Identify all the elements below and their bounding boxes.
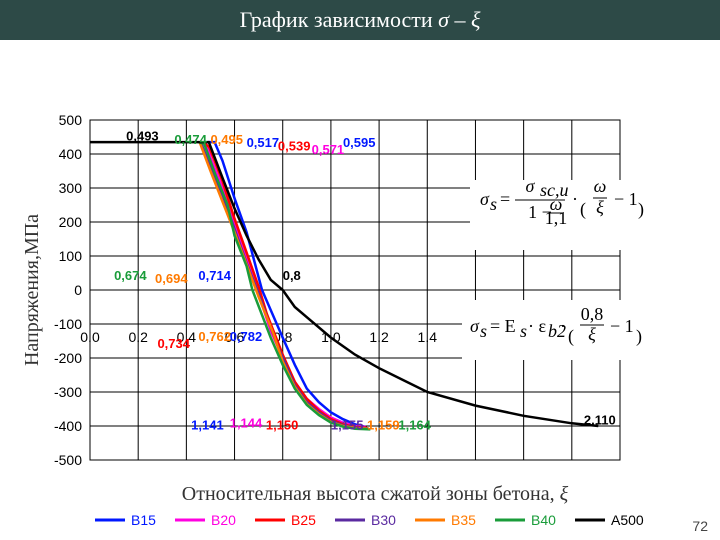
svg-text:1,144: 1,144 [230,416,263,431]
svg-text:0,493: 0,493 [126,128,159,143]
title-prefix: График зависимости [240,7,439,32]
page-number: 72 [692,518,708,534]
title-bar: График зависимости σ – ξ [0,0,720,40]
svg-text:): ) [636,326,642,347]
svg-text:s: s [520,321,527,341]
svg-text:A500: A500 [611,512,644,528]
svg-text:B40: B40 [531,512,556,528]
svg-text:σ: σ [480,189,490,209]
svg-text:1,150: 1,150 [266,417,299,432]
svg-text:(: ( [580,199,586,220]
chart: 0.00.20.40.60.81.01.21.41.61.82.02.2-500… [0,40,720,530]
svg-text:·: · [572,189,578,209]
svg-text:− 1: − 1 [614,189,638,209]
svg-text:): ) [638,199,644,220]
svg-text:100: 100 [59,248,83,264]
svg-text:0,782: 0,782 [230,329,263,344]
svg-text:-300: -300 [54,384,82,400]
svg-text:1,164: 1,164 [398,417,431,432]
svg-text:1.2: 1.2 [369,329,389,345]
svg-text:-100: -100 [54,316,82,332]
svg-text:0: 0 [74,282,82,298]
svg-text:·: · [560,316,566,336]
svg-text:σ: σ [470,316,480,336]
svg-text:1.4: 1.4 [418,329,438,345]
svg-text:Относительная высота сжатой зо: Относительная высота сжатой зоны бетона,… [182,483,569,505]
svg-text:300: 300 [59,180,83,196]
svg-text:σ: σ [526,176,536,196]
svg-text:1,1: 1,1 [545,208,568,228]
svg-text:0,517: 0,517 [247,135,280,150]
title-italic: σ – ξ [438,7,480,32]
svg-text:200: 200 [59,214,83,230]
svg-text:B20: B20 [211,512,236,528]
svg-text:B15: B15 [131,512,156,528]
svg-text:(: ( [568,326,574,347]
svg-text:1,159: 1,159 [367,417,400,432]
svg-text:500: 500 [59,112,83,128]
svg-text:0.2: 0.2 [128,329,148,345]
svg-text:= E: = E [490,316,516,336]
svg-text:0,734: 0,734 [157,336,190,351]
svg-text:-500: -500 [54,452,82,468]
svg-text:400: 400 [59,146,83,162]
svg-text:0,495: 0,495 [210,132,243,147]
svg-text:ω: ω [594,176,607,196]
svg-text:− 1: − 1 [610,316,634,336]
svg-text:0,8: 0,8 [581,304,604,324]
svg-text:0.0: 0.0 [80,329,100,345]
svg-text:0,571: 0,571 [312,142,345,157]
svg-text:0,694: 0,694 [155,271,188,286]
svg-text:1,155: 1,155 [331,417,364,432]
svg-text:B30: B30 [371,512,396,528]
svg-text:B35: B35 [451,512,476,528]
svg-text:0,714: 0,714 [198,268,231,283]
svg-text:· ε: · ε [528,316,546,336]
svg-text:B25: B25 [291,512,316,528]
svg-text:-400: -400 [54,418,82,434]
svg-text:s: s [480,321,487,341]
svg-text:1,141: 1,141 [191,417,224,432]
svg-text:0,474: 0,474 [174,132,207,147]
svg-text:0,539: 0,539 [278,139,311,154]
svg-text:s: s [490,194,497,214]
svg-text:0,674: 0,674 [114,268,147,283]
svg-text:0,8: 0,8 [283,268,301,283]
svg-text:2,110: 2,110 [584,412,616,427]
svg-text:-200: -200 [54,350,82,366]
svg-text:Напряжения,МПа: Напряжения,МПа [21,214,43,366]
svg-text:0,595: 0,595 [343,135,376,150]
svg-text:=: = [500,189,510,209]
svg-text:ξ: ξ [588,324,596,344]
svg-text:ξ: ξ [596,197,604,217]
svg-text:0,762: 0,762 [198,329,231,344]
